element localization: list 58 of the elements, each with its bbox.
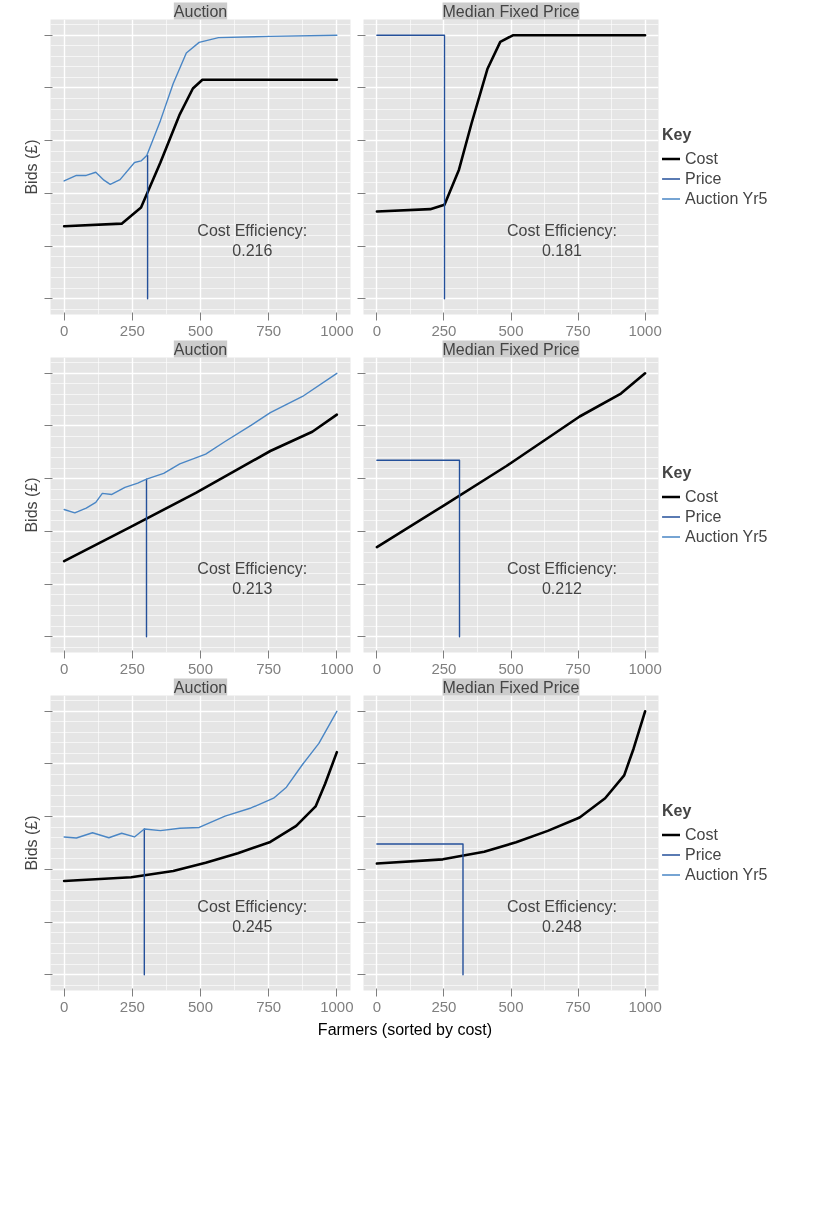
x-tick-label: 250: [119, 321, 145, 339]
x-tick-label: 1000: [320, 997, 354, 1015]
x-tick-label: 250: [119, 997, 145, 1015]
x-tick-label: 250: [431, 659, 457, 677]
x-tick-label: 250: [431, 321, 457, 339]
chart-title: Auction: [173, 340, 228, 358]
legend-label: Cost: [685, 149, 718, 167]
legend-label: Auction Yr5: [685, 527, 768, 545]
legend-title: Key: [662, 463, 693, 481]
chart-title: Auction: [173, 2, 228, 20]
y-axis-title: Bids (£): [22, 815, 40, 871]
annotation: Cost Efficiency: 0.212: [506, 560, 617, 598]
x-tick-label: 500: [187, 997, 214, 1015]
x-tick-label: 750: [565, 997, 591, 1015]
annotation: Cost Efficiency: 0.216: [197, 222, 308, 260]
x-tick-label: 1000: [320, 321, 354, 339]
annotation: Cost Efficiency: 0.213: [197, 560, 308, 598]
x-tick-label: 0: [59, 321, 69, 339]
x-tick-label: 250: [119, 659, 145, 677]
legend-title: Key: [662, 801, 693, 819]
x-tick-label: 500: [187, 659, 214, 677]
x-tick-label: 0: [59, 659, 69, 677]
x-tick-label: 750: [565, 659, 591, 677]
x-axis-title: Farmers (sorted by cost): [317, 1020, 493, 1040]
x-tick-label: 1000: [628, 659, 662, 677]
annotation: Cost Efficiency: 0.181: [506, 222, 617, 260]
chart-title: Median Fixed Price: [442, 678, 580, 696]
annotation: Cost Efficiency: 0.248: [506, 898, 617, 936]
x-tick-label: 500: [498, 997, 524, 1015]
x-tick-label: 250: [431, 997, 457, 1015]
legend-label: Price: [685, 169, 722, 187]
x-tick-label: 0: [372, 997, 382, 1015]
legend-label: Price: [685, 507, 722, 525]
chart-title: Auction: [173, 678, 228, 696]
y-axis-title: Bids (£): [22, 139, 40, 195]
legend-label: Price: [685, 845, 722, 863]
legend-title: Key: [662, 125, 693, 143]
x-tick-label: 500: [187, 321, 214, 339]
chart-title: Median Fixed Price: [442, 2, 580, 20]
x-tick-label: 500: [498, 659, 524, 677]
y-axis-title: Bids (£): [22, 477, 40, 533]
x-tick-label: 1000: [628, 321, 662, 339]
legend-label: Cost: [685, 487, 718, 505]
legend-label: Auction Yr5: [685, 865, 768, 883]
x-tick-label: 750: [256, 659, 282, 677]
x-tick-label: 0: [59, 997, 69, 1015]
x-tick-label: 1000: [320, 659, 354, 677]
x-tick-label: 0: [372, 321, 382, 339]
legend-label: Auction Yr5: [685, 189, 768, 207]
x-tick-label: 1000: [628, 997, 662, 1015]
x-tick-label: 750: [256, 321, 282, 339]
x-tick-label: 0: [372, 659, 382, 677]
annotation: Cost Efficiency: 0.245: [197, 898, 308, 936]
x-tick-label: 750: [256, 997, 282, 1015]
chart-title: Median Fixed Price: [442, 340, 580, 358]
legend-label: Cost: [685, 825, 718, 843]
x-tick-label: 500: [498, 321, 524, 339]
x-tick-label: 750: [565, 321, 591, 339]
